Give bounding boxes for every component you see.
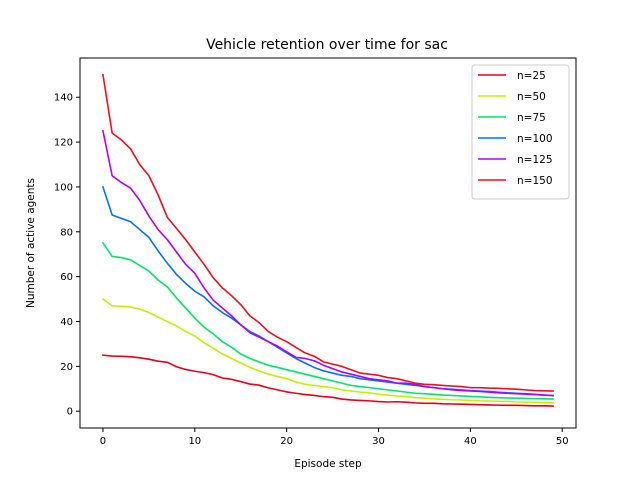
legend-label: n=75	[517, 112, 546, 124]
y-tick-label: 0	[67, 407, 73, 418]
y-tick-label: 140	[54, 93, 73, 104]
series-line-n-125	[102, 129, 554, 397]
series-line-n-75	[101, 241, 554, 400]
legend-box	[471, 64, 570, 200]
chart-title: Vehicle retention over time for sac	[206, 37, 448, 53]
y-tick-label: 60	[60, 272, 73, 283]
y-tick-label: 40	[60, 317, 73, 328]
y-tick-label: 100	[54, 182, 73, 193]
y-axis-title: Number of active agents	[25, 178, 37, 308]
legend-label: n=50	[517, 91, 546, 103]
legend-label: n=25	[517, 70, 546, 82]
y-tick-label: 20	[60, 362, 73, 373]
legend: n=25 n=50 n=75 n=100 n=125 n=150	[471, 64, 570, 200]
y-tick-label: 120	[54, 138, 73, 149]
plot-lines	[101, 73, 554, 407]
legend-label: n=150	[517, 175, 553, 187]
x-axis-title: Episode step	[294, 458, 362, 470]
x-tick-label: 30	[372, 436, 385, 447]
y-tick-label: 80	[60, 227, 73, 238]
y-axis-ticks: 0 20 40 60 80 100 120 140	[54, 93, 80, 418]
x-tick-label: 10	[188, 436, 201, 447]
x-tick-label: 50	[556, 436, 569, 447]
x-tick-label: 40	[464, 436, 477, 447]
legend-label: n=125	[517, 154, 553, 166]
legend-label: n=100	[517, 133, 553, 145]
series-line-n-25	[102, 354, 554, 407]
series-line-n-50	[101, 297, 554, 404]
x-tick-label: 0	[100, 436, 106, 447]
series-line-n-150	[102, 73, 554, 392]
x-axis-ticks: 0 10 20 30 40 50	[100, 428, 569, 447]
x-tick-label: 20	[280, 436, 293, 447]
plot-frame	[79, 57, 577, 429]
